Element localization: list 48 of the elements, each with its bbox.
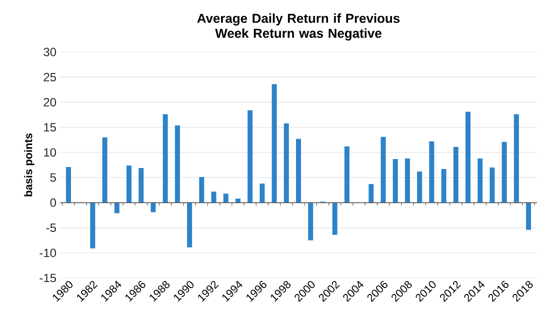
bar bbox=[441, 169, 446, 203]
bar bbox=[162, 114, 168, 203]
bar bbox=[490, 168, 495, 203]
y-tick-label: 30 bbox=[44, 48, 56, 56]
bar bbox=[478, 158, 483, 203]
y-tick-label: 15 bbox=[44, 123, 56, 132]
bar bbox=[526, 202, 532, 230]
y-tick-label: 0 bbox=[50, 198, 56, 207]
bar bbox=[102, 137, 108, 203]
bar bbox=[417, 172, 422, 203]
bar bbox=[174, 125, 180, 203]
bar bbox=[429, 141, 434, 203]
y-tick-label: 20 bbox=[44, 98, 56, 106]
y-axis-title: basis points bbox=[24, 133, 34, 196]
y-tick-label: -15 bbox=[40, 274, 56, 282]
bar bbox=[272, 84, 277, 203]
bar bbox=[502, 142, 507, 203]
bar bbox=[453, 146, 458, 203]
bar bbox=[199, 177, 204, 203]
bar bbox=[296, 138, 302, 203]
bar bbox=[90, 202, 96, 248]
bar bbox=[465, 112, 470, 203]
y-tick-label: 25 bbox=[44, 72, 56, 82]
bar bbox=[187, 202, 192, 248]
bar bbox=[150, 202, 156, 212]
bar bbox=[138, 168, 144, 203]
bar bbox=[344, 146, 350, 203]
bar bbox=[404, 158, 410, 203]
bar bbox=[223, 194, 228, 203]
bar bbox=[248, 110, 253, 203]
bar bbox=[114, 202, 120, 214]
bar bbox=[284, 123, 289, 203]
y-tick-label: 5 bbox=[50, 173, 56, 182]
bar bbox=[66, 167, 71, 203]
chart-title: Average Daily Return if Previous Week Return was Negative bbox=[197, 13, 400, 41]
bar bbox=[211, 192, 216, 203]
bar bbox=[380, 136, 386, 203]
bar bbox=[332, 202, 338, 235]
bar bbox=[260, 184, 265, 203]
bar bbox=[392, 158, 398, 203]
y-tick-label: -10 bbox=[40, 248, 56, 258]
y-tick-label: -5 bbox=[46, 224, 56, 232]
bar bbox=[235, 198, 240, 203]
y-tick-label: 10 bbox=[44, 148, 56, 157]
bar bbox=[126, 166, 132, 203]
bar bbox=[308, 202, 314, 240]
bar bbox=[514, 114, 519, 203]
bar bbox=[368, 184, 374, 203]
